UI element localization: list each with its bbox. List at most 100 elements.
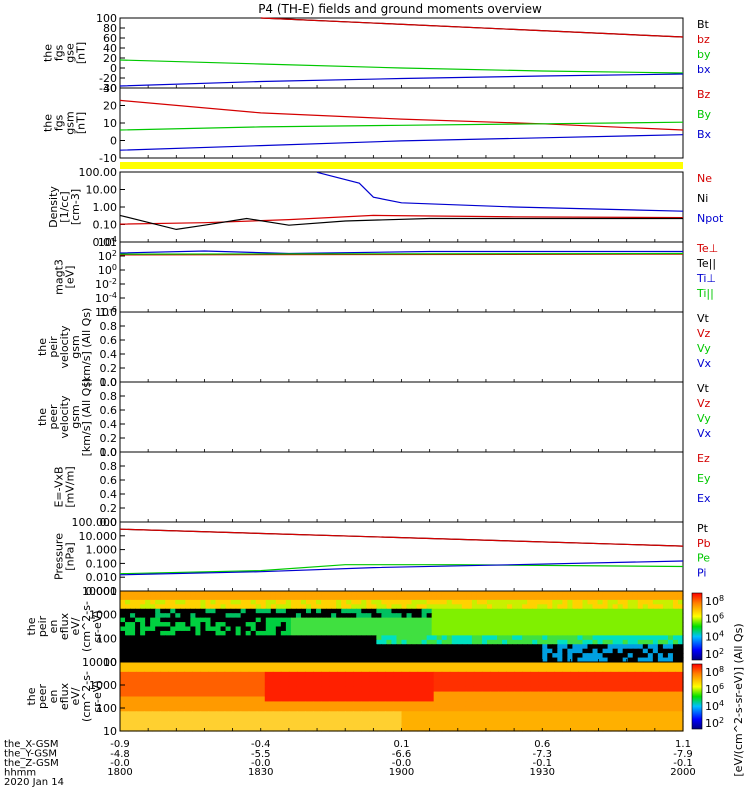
y-axis-label: E=-VxB[mV/m] bbox=[53, 466, 77, 507]
y-tick-label: 1.000 bbox=[86, 544, 118, 557]
series-bx bbox=[119, 73, 684, 87]
legend-Pi: Pi bbox=[697, 566, 706, 579]
y-tick-label: 100 bbox=[98, 263, 117, 277]
y-tick-label: 100 bbox=[96, 702, 117, 715]
series-Pi bbox=[119, 560, 684, 576]
y-tick-label: 10 bbox=[103, 725, 117, 738]
axis-value: -0.0 bbox=[110, 758, 130, 769]
y-tick-label: 10-4 bbox=[95, 291, 117, 305]
y-tick-label: 20 bbox=[103, 100, 117, 113]
series-by bbox=[119, 59, 684, 74]
y-axis-label: thepeervelocitygsm[km/s] (All Qs) bbox=[36, 378, 93, 457]
y-tick-label: 10.000 bbox=[79, 530, 118, 543]
y-tick-label: 104 bbox=[98, 235, 117, 249]
legend-Ti||: Ti|| bbox=[696, 287, 714, 300]
y-tick-label: 0.0 bbox=[100, 376, 118, 389]
y-tick-label: 30 bbox=[103, 82, 117, 95]
axis-value: 1930 bbox=[530, 767, 555, 778]
legend-Pe: Pe bbox=[697, 552, 710, 565]
panel-frame bbox=[119, 451, 684, 523]
axis-value: -5.5 bbox=[251, 749, 271, 760]
y-tick-label: 10000 bbox=[82, 656, 117, 669]
legend-Vx: Vx bbox=[697, 357, 712, 370]
colorbar-tick-label: 106 bbox=[705, 682, 724, 696]
legend-Te⊥: Te⊥ bbox=[696, 242, 718, 255]
y-tick-label: 100.00 bbox=[79, 166, 118, 179]
colorbar-peer_eflux bbox=[691, 663, 703, 730]
panel-fgs_gsm: 30 20 10 0 -10 thefgsgsm[nT] Bz By Bx bbox=[42, 82, 712, 165]
panel-frame bbox=[119, 171, 684, 243]
legend-Ti⊥: Ti⊥ bbox=[696, 272, 716, 285]
panels-group: 100806040200-20-40thefgsgse[nT]Btbzbybx3… bbox=[25, 12, 724, 738]
series-bz bbox=[260, 17, 684, 38]
axis-row-label: the_Y-GSM bbox=[4, 749, 57, 760]
y-tick-label: -10 bbox=[99, 152, 117, 165]
panel-frame bbox=[119, 311, 684, 383]
axis-value: -0.0 bbox=[392, 758, 412, 769]
colorbar-tick-label: 102 bbox=[705, 647, 724, 661]
y-tick-label: 0.4 bbox=[100, 348, 118, 361]
axis-row-label: hhmm bbox=[4, 768, 36, 779]
axis-value: -0.1 bbox=[673, 758, 693, 769]
panel-frame bbox=[119, 17, 684, 89]
y-tick-label: 0.8 bbox=[100, 460, 118, 473]
y-tick-label: 80 bbox=[103, 22, 117, 35]
y-tick-label: 0.4 bbox=[100, 418, 118, 431]
axis-value: -0.4 bbox=[251, 739, 271, 750]
legend-Bt: Bt bbox=[697, 18, 710, 31]
y-tick-label: 10000 bbox=[82, 585, 117, 598]
legend-Npot: Npot bbox=[697, 212, 724, 225]
y-tick-label: -40 bbox=[99, 82, 117, 95]
y-axis-label: Density[1/cc][cm-3] bbox=[47, 186, 82, 228]
colorbar-peir_eflux bbox=[691, 592, 703, 661]
y-tick-label: 0 bbox=[110, 135, 117, 148]
legend-Ne: Ne bbox=[697, 172, 712, 185]
y-tick-label: 10 bbox=[103, 117, 117, 130]
legend-Vx: Vx bbox=[697, 427, 712, 440]
y-tick-label: 0.8 bbox=[100, 390, 118, 403]
y-axis-label: thefgsgsm[nT] bbox=[42, 111, 88, 134]
legend-bx: bx bbox=[697, 63, 711, 76]
legend-Vy: Vy bbox=[697, 342, 711, 355]
y-axis-label: thepeirenefluxeV/(cm^2-s-sr-eV) bbox=[25, 601, 104, 652]
y-tick-label: 0.001 bbox=[86, 585, 118, 598]
y-tick-label: 0.6 bbox=[100, 404, 118, 417]
legend-By: By bbox=[697, 108, 712, 121]
series-Ne bbox=[119, 214, 684, 225]
y-tick-label: 10-2 bbox=[95, 277, 117, 291]
panel-peir_eflux: 10000 1000 100 10 thepeirenefluxeV/(cm^2-s-s… bbox=[25, 585, 684, 669]
axis-value: 0.6 bbox=[534, 739, 550, 750]
y-tick-label: 0.6 bbox=[100, 334, 118, 347]
legend-Vy: Vy bbox=[697, 412, 711, 425]
y-axis-label: thepeirvelocitygsm[km/s] (All Qs) bbox=[36, 308, 93, 387]
axis-value: -0.0 bbox=[251, 758, 271, 769]
legend-Ni: Ni bbox=[697, 192, 708, 205]
colorbars-group: 108 106 104 102 108 106 104 102 [eV/(cm^2-s-sr-e… bbox=[691, 592, 745, 777]
y-tick-label: 100 bbox=[96, 12, 117, 25]
legend-Ey: Ey bbox=[697, 472, 711, 485]
y-tick-label: 1.00 bbox=[93, 201, 118, 214]
y-tick-label: 0.8 bbox=[100, 320, 118, 333]
heatmap-peer-cells bbox=[120, 662, 684, 732]
y-axis-label: thefgsgse[nT] bbox=[42, 42, 88, 64]
y-tick-label: 1000 bbox=[89, 679, 117, 692]
legend-Vt: Vt bbox=[697, 382, 710, 395]
axis-value: -4.8 bbox=[110, 749, 130, 760]
y-tick-label: 0.0 bbox=[100, 446, 118, 459]
panel-peir_velocity: 1.00.80.60.40.20.0thepeirvelocitygsm[km/… bbox=[36, 306, 712, 389]
y-tick-label: 0.2 bbox=[100, 362, 118, 375]
y-tick-label: 1.0 bbox=[100, 446, 118, 459]
legend-Ex: Ex bbox=[697, 492, 711, 505]
legend-bz: bz bbox=[697, 33, 710, 46]
colorbar-unit-label: [eV/(cm^2-s-sr-eV)] (All Qs) bbox=[732, 623, 745, 776]
axis-value: 1900 bbox=[389, 767, 414, 778]
axis-value: 2000 bbox=[670, 767, 695, 778]
panel-frame bbox=[119, 521, 684, 592]
flag-bar bbox=[120, 162, 683, 169]
y-tick-label: 10-6 bbox=[95, 305, 117, 319]
